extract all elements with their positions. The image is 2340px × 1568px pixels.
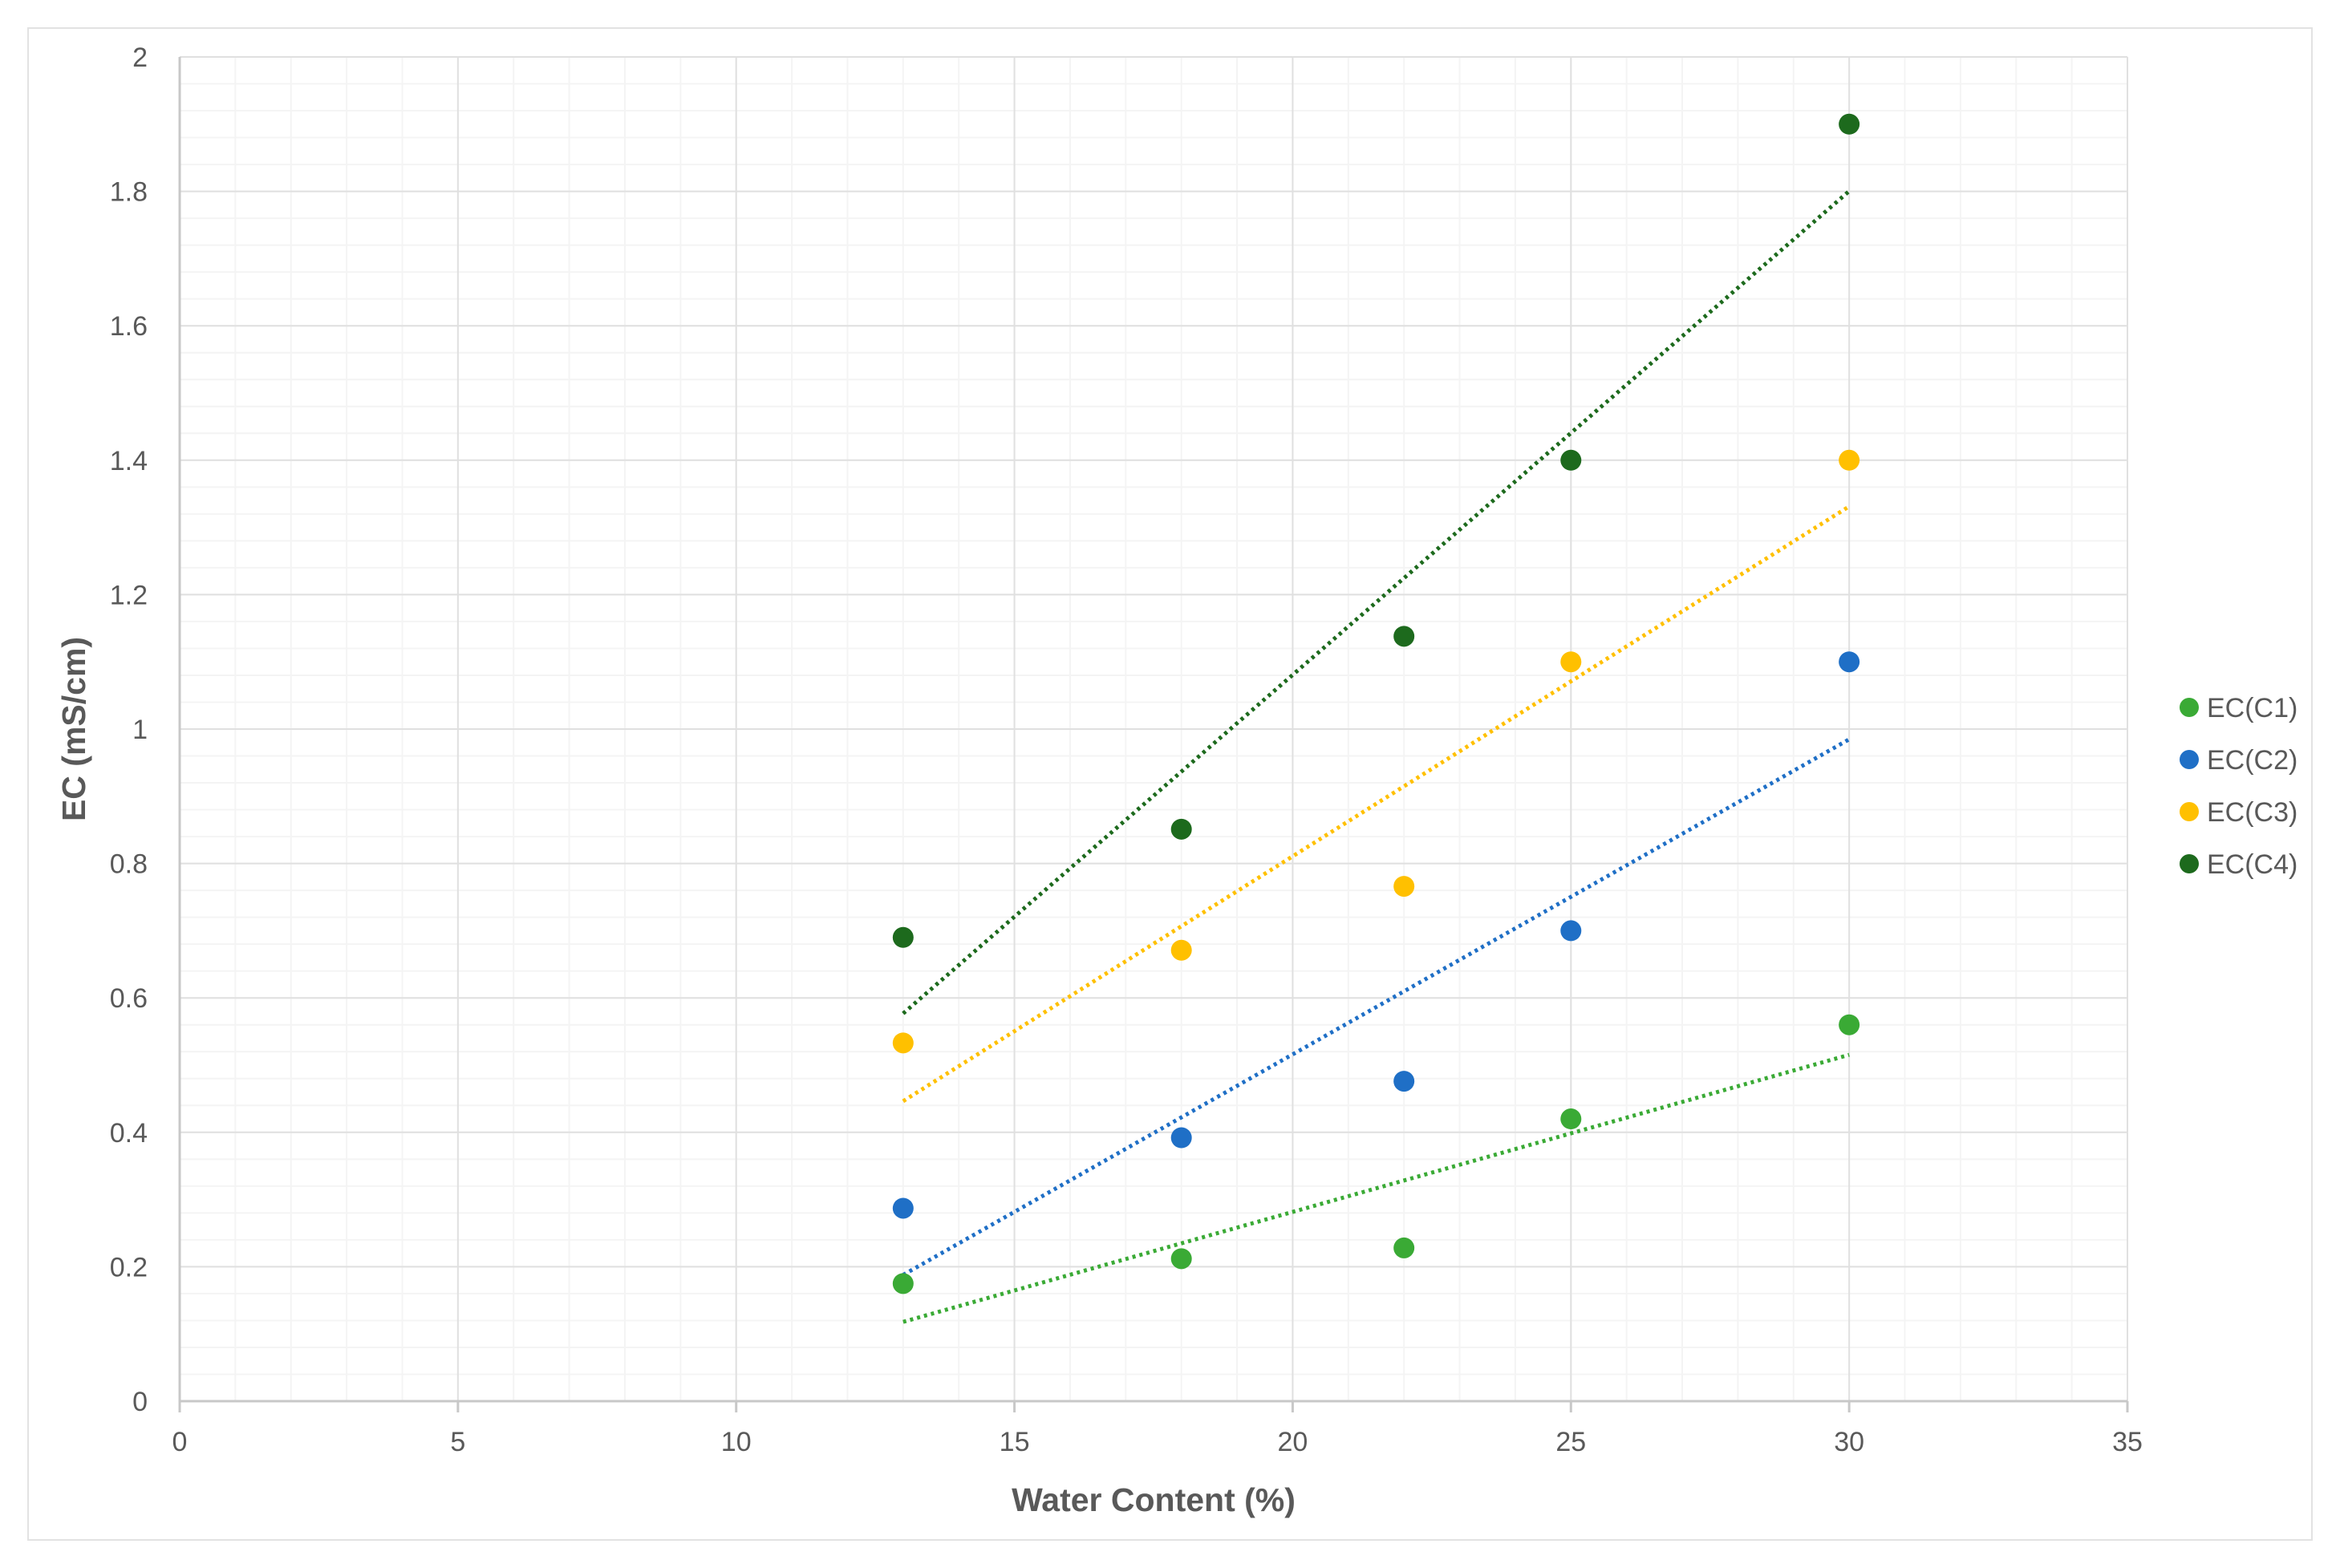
y-tick-label: 1.8 xyxy=(110,177,148,208)
data-point xyxy=(892,926,914,948)
trendline xyxy=(902,504,1851,1104)
y-tick-label: 0.8 xyxy=(110,849,148,880)
data-point xyxy=(1393,1071,1415,1092)
data-point xyxy=(1170,818,1192,840)
y-axis-title: EC (mS/cm) xyxy=(55,637,92,821)
data-point xyxy=(1839,651,1860,673)
trendline xyxy=(902,1052,1850,1324)
data-point xyxy=(1839,1014,1860,1035)
x-tick-label: 35 xyxy=(2112,1427,2143,1457)
legend-marker xyxy=(2180,698,2199,717)
data-points xyxy=(892,113,1860,1295)
data-point xyxy=(892,1197,914,1219)
data-point xyxy=(1560,1108,1582,1130)
y-tick-label: 0.2 xyxy=(110,1252,148,1282)
legend-marker xyxy=(2180,802,2199,821)
y-tick-label: 2 xyxy=(132,43,148,73)
x-tick-label: 15 xyxy=(1000,1427,1030,1457)
legend-label: EC(C4) xyxy=(2207,849,2297,880)
y-tick-labels: 0 0.2 0.4 0.6 0.8 1 1.2 1.4 1.6 1.8 2 xyxy=(110,43,148,1417)
x-tick-labels: 0 5 10 15 20 25 30 35 xyxy=(172,1427,2143,1457)
data-point xyxy=(1393,876,1415,897)
data-point xyxy=(1560,449,1582,471)
y-tick-label: 1 xyxy=(132,715,148,745)
data-point xyxy=(1170,939,1192,961)
data-point xyxy=(1839,113,1860,135)
data-point xyxy=(1393,1237,1415,1258)
y-tick-label: 0.4 xyxy=(110,1118,148,1149)
legend-marker xyxy=(2180,750,2199,769)
axes xyxy=(178,57,2129,1412)
y-tick-label: 0 xyxy=(132,1387,148,1417)
legend-label: EC(C1) xyxy=(2207,693,2297,723)
data-point xyxy=(892,1032,914,1054)
data-point xyxy=(1560,651,1582,673)
x-axis-title: Water Content (%) xyxy=(1012,1481,1296,1518)
major-grid xyxy=(179,56,2128,1402)
data-point xyxy=(1839,449,1860,471)
x-tick-label: 10 xyxy=(721,1427,752,1457)
legend-marker xyxy=(2180,854,2199,873)
data-point xyxy=(1560,920,1582,942)
legend: EC(C1) EC(C2) EC(C3) EC(C4) xyxy=(2180,693,2297,880)
data-point xyxy=(1170,1248,1192,1270)
x-tick-label: 5 xyxy=(450,1427,465,1457)
x-tick-label: 20 xyxy=(1278,1427,1308,1457)
y-tick-label: 0.6 xyxy=(110,983,148,1014)
data-point xyxy=(1393,626,1415,647)
legend-label: EC(C3) xyxy=(2207,797,2297,828)
trendline xyxy=(902,737,1851,1277)
trendlines xyxy=(902,189,1851,1324)
y-tick-label: 1.4 xyxy=(110,446,148,476)
legend-label: EC(C2) xyxy=(2207,745,2297,776)
x-tick-label: 30 xyxy=(1834,1427,1864,1457)
x-tick-label: 0 xyxy=(172,1427,188,1457)
y-tick-label: 1.2 xyxy=(110,580,148,610)
data-point xyxy=(1170,1127,1192,1149)
chart-frame xyxy=(27,27,2313,1541)
data-point xyxy=(892,1273,914,1295)
x-tick-label: 25 xyxy=(1555,1427,1586,1457)
y-tick-label: 1.6 xyxy=(110,311,148,342)
